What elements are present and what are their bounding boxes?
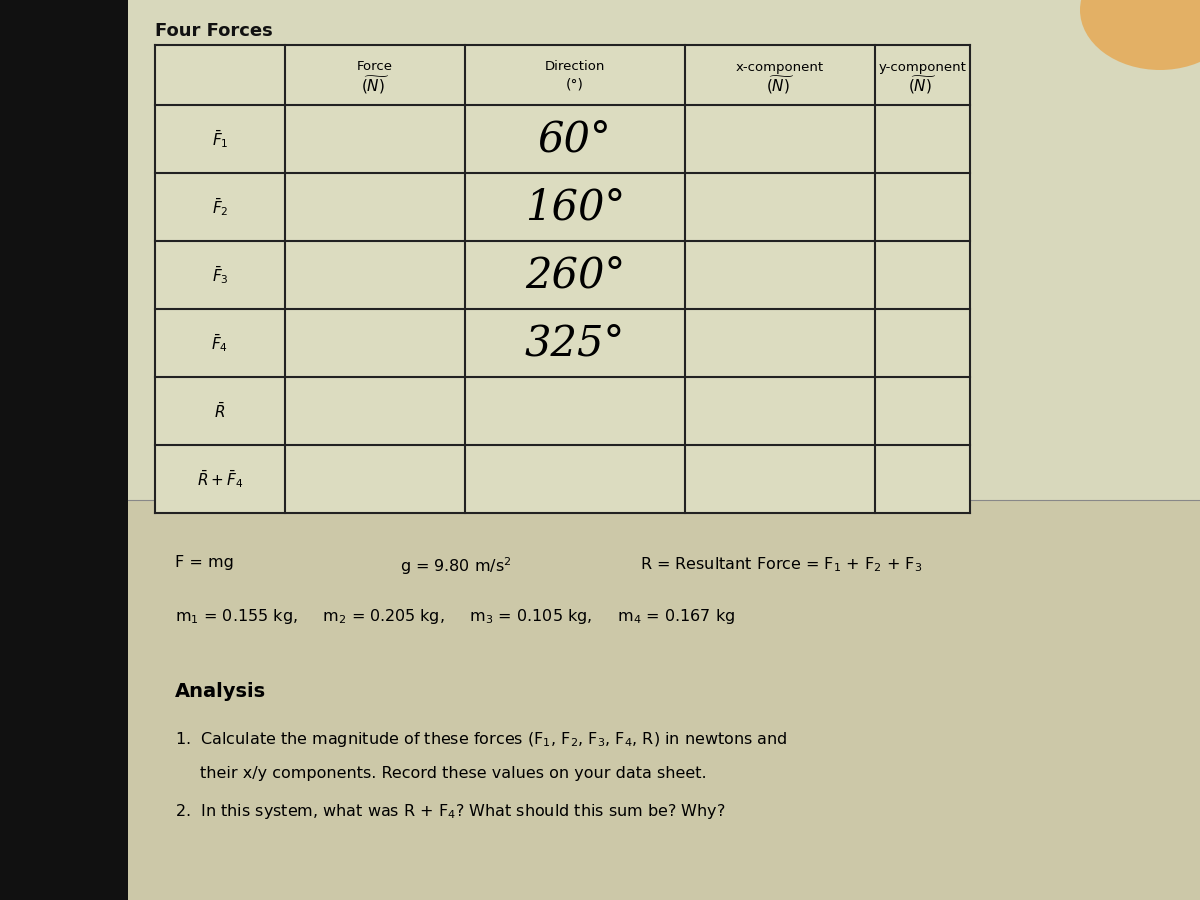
Text: m$_1$ = 0.155 kg,     m$_2$ = 0.205 kg,     m$_3$ = 0.105 kg,     m$_4$ = 0.167 : m$_1$ = 0.155 kg, m$_2$ = 0.205 kg, m$_3…	[175, 607, 736, 626]
Text: g = 9.80 m/s$^2$: g = 9.80 m/s$^2$	[400, 555, 511, 577]
Text: (°): (°)	[566, 78, 584, 92]
Text: Force: Force	[358, 60, 394, 74]
Text: F = mg: F = mg	[175, 555, 234, 570]
Text: Analysis: Analysis	[175, 682, 266, 701]
Text: 325°: 325°	[524, 322, 625, 364]
Text: $\widetilde{(N)}$: $\widetilde{(N)}$	[908, 74, 936, 96]
Text: $\bar{R}+\bar{F}_4$: $\bar{R}+\bar{F}_4$	[197, 468, 244, 490]
Text: Direction: Direction	[545, 60, 605, 74]
Text: 2.  In this system, what was R + F$_4$? What should this sum be? Why?: 2. In this system, what was R + F$_4$? W…	[175, 802, 726, 821]
Text: their x/y components. Record these values on your data sheet.: their x/y components. Record these value…	[200, 766, 707, 781]
Bar	[0, 0, 128, 900]
Text: y-component: y-component	[878, 60, 966, 74]
Text: 260°: 260°	[524, 254, 625, 296]
Text: $\bar{F}_2$: $\bar{F}_2$	[211, 196, 228, 218]
Text: $\bar{R}$: $\bar{R}$	[215, 401, 226, 420]
Bar	[155, 45, 970, 513]
Text: x-component: x-component	[736, 60, 824, 74]
Ellipse shape	[1080, 0, 1200, 70]
Text: $\bar{F}_3$: $\bar{F}_3$	[211, 264, 228, 286]
Text: $\widetilde{(N)}$: $\widetilde{(N)}$	[766, 74, 794, 96]
Bar	[128, 500, 1200, 900]
Text: $\bar{F}_1$: $\bar{F}_1$	[211, 128, 228, 150]
Bar	[128, 0, 1200, 500]
Text: $\bar{F}_4$: $\bar{F}_4$	[211, 332, 228, 354]
Text: $\widetilde{(N)}$: $\widetilde{(N)}$	[361, 74, 389, 96]
Text: 1.  Calculate the magnitude of these forces (F$_1$, F$_2$, F$_3$, F$_4$, R) in n: 1. Calculate the magnitude of these forc…	[175, 730, 787, 749]
Text: 60°: 60°	[538, 118, 612, 160]
Text: Four Forces: Four Forces	[155, 22, 272, 40]
Text: 160°: 160°	[524, 186, 625, 228]
Text: R = Resultant Force = F$_1$ + F$_2$ + F$_3$: R = Resultant Force = F$_1$ + F$_2$ + F$…	[640, 555, 923, 573]
